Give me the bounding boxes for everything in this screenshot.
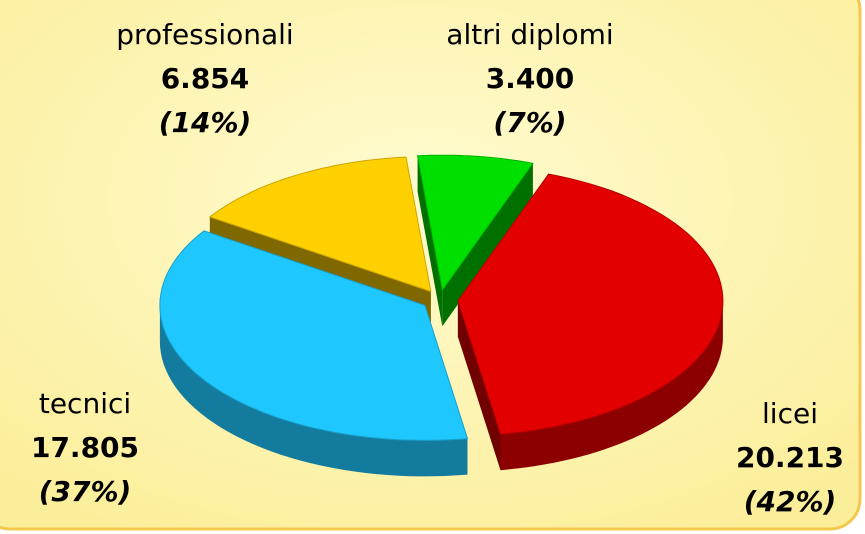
value-label: 6.854 [161, 62, 250, 95]
slice-side [500, 300, 723, 471]
percentage-label: (7%) [493, 106, 566, 139]
pie-tops [159, 154, 724, 441]
labels: licei 20.213 (42%) tecnici 17.805 (37%) profes… [31, 18, 844, 518]
value-label: 17.805 [31, 431, 139, 464]
slice-wall [457, 300, 501, 471]
slice-wall [442, 163, 533, 327]
category-label: tecnici [39, 387, 131, 420]
slice-side [159, 305, 468, 477]
percentage-label: (14%) [159, 106, 252, 139]
slice [457, 173, 724, 435]
category-label: licei [762, 397, 818, 430]
category-label: professionali [116, 18, 293, 51]
percentage-label: (37%) [39, 475, 132, 508]
slice [208, 156, 432, 293]
category-label: altri diplomi [446, 18, 613, 51]
slice [159, 230, 469, 441]
value-label: 20.213 [736, 441, 844, 474]
slice [417, 154, 534, 292]
value-label: 3.400 [486, 62, 575, 95]
slice-wall [417, 155, 443, 327]
percentage-label: (42%) [744, 485, 837, 518]
